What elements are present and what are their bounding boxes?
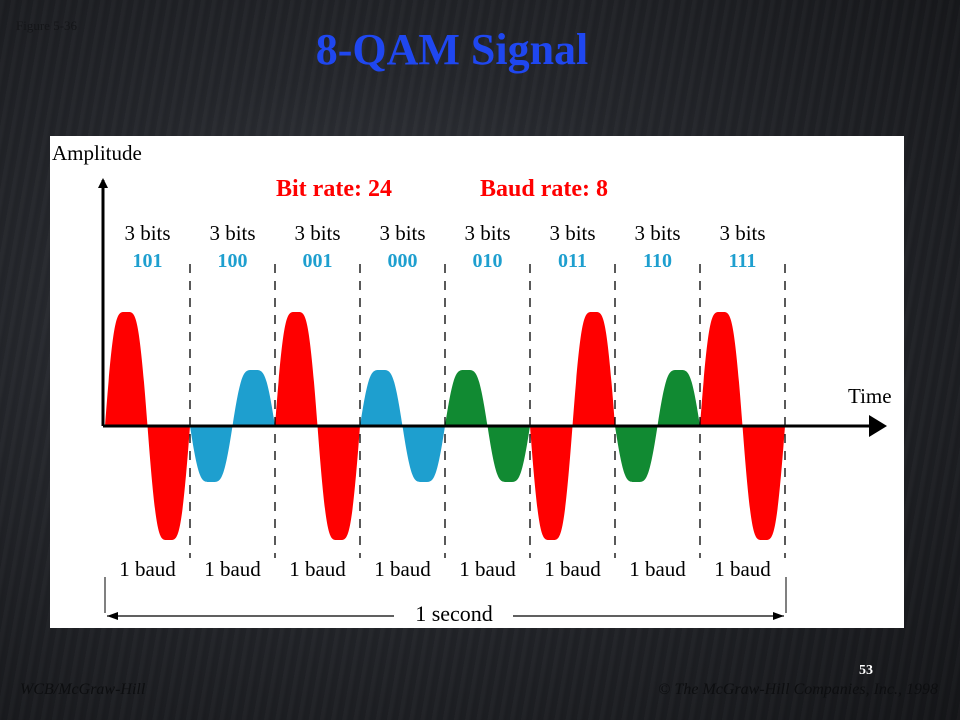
baud-label: 1 baud <box>204 557 261 581</box>
slide-title: 8-QAM Signal <box>315 25 589 74</box>
baud-rate-label: Baud rate: 8 <box>480 176 608 202</box>
bit-code-label: 101 <box>133 250 163 272</box>
bit-code-label: 111 <box>729 250 757 272</box>
interval-right-arrow-icon <box>773 612 784 620</box>
bits-label: 3 bits <box>719 221 765 245</box>
baud-dividers <box>189 264 786 558</box>
baud-label: 1 baud <box>629 557 686 581</box>
bits-label: 3 bits <box>634 221 680 245</box>
qam-diagram: Amplitude Time Bit rate: 24 Baud rate: 8… <box>52 141 892 626</box>
baud-label: 1 baud <box>289 557 346 581</box>
segment-labels: 3 bits 101 1 baud 3 bits 100 1 baud 3 bits 001 1… <box>119 221 771 581</box>
footer-copyright: © The McGraw-Hill Companies, Inc., 1998 <box>658 681 938 699</box>
bit-code-label: 100 <box>218 250 248 272</box>
baud-label: 1 baud <box>714 557 771 581</box>
baud-label: 1 baud <box>374 557 431 581</box>
footer-publisher: WCB/McGraw-Hill <box>20 681 146 698</box>
bits-label: 3 bits <box>209 221 255 245</box>
interval-label: 1 second <box>415 601 493 626</box>
baud-label: 1 baud <box>119 557 176 581</box>
bits-label: 3 bits <box>124 221 170 245</box>
baud-label: 1 baud <box>459 557 516 581</box>
bits-label: 3 bits <box>294 221 340 245</box>
bit-code-label: 011 <box>558 250 587 272</box>
figure-label: Figure 5-36 <box>16 18 78 33</box>
bits-label: 3 bits <box>549 221 595 245</box>
baud-label: 1 baud <box>544 557 601 581</box>
diagram-panel: Amplitude Time Bit rate: 24 Baud rate: 8… <box>50 136 904 628</box>
copyright-text: The McGraw-Hill Companies, Inc., 1998 <box>674 681 938 698</box>
copyright-symbol: © <box>658 681 671 698</box>
x-axis-label: Time <box>848 384 892 408</box>
y-axis-label: Amplitude <box>52 141 142 165</box>
page-number: 53 <box>859 663 873 678</box>
bit-code-label: 001 <box>303 250 333 272</box>
interval-left-arrow-icon <box>107 612 118 620</box>
x-axis-arrow-icon <box>869 415 887 437</box>
bit-rate-label: Bit rate: 24 <box>276 176 392 202</box>
bit-code-label: 000 <box>388 250 418 272</box>
bit-code-label: 110 <box>643 250 672 272</box>
bits-label: 3 bits <box>464 221 510 245</box>
bits-label: 3 bits <box>379 221 425 245</box>
bit-code-label: 010 <box>473 250 503 272</box>
